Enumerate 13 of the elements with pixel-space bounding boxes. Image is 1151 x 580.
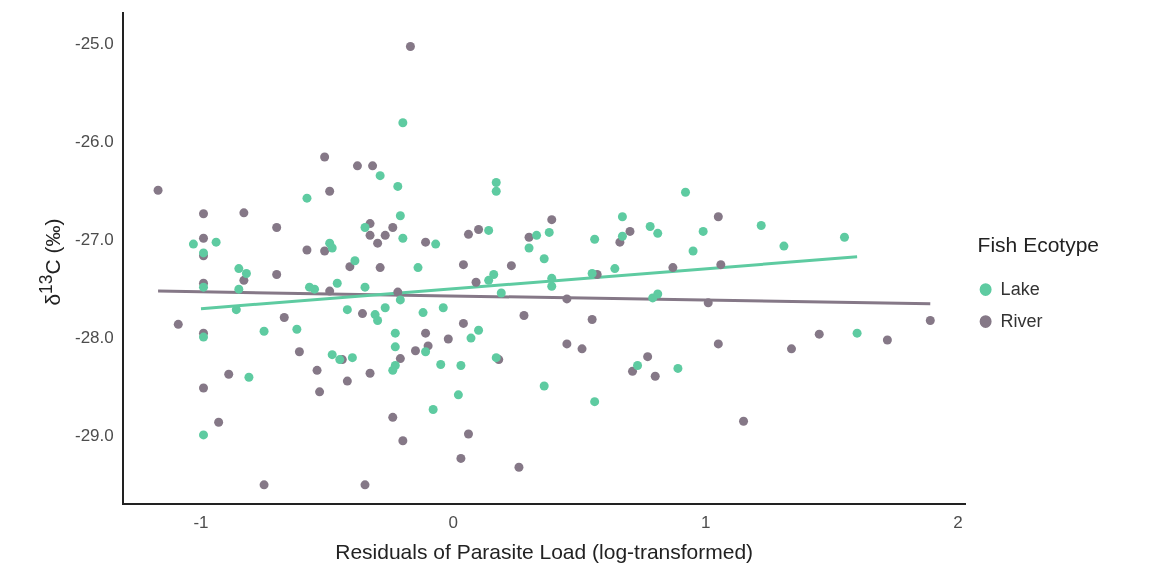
- y-tick-label: -28.0: [75, 327, 114, 347]
- x-tick-label: 1: [700, 513, 711, 533]
- legend-label: Lake: [1000, 278, 1040, 299]
- x-tick-label: -1: [193, 513, 209, 533]
- legend-label: River: [1000, 310, 1043, 331]
- y-tick-label: -25.0: [75, 34, 114, 54]
- y-tick-label: -27.0: [75, 229, 114, 249]
- x-tick-label: 2: [953, 513, 963, 533]
- x-axis-title: Residuals of Parasite Load (log-transformed): [335, 540, 754, 564]
- x-tick-label: 0: [448, 513, 459, 533]
- y-tick-label: -29.0: [75, 425, 114, 445]
- y-tick-label: -26.0: [75, 132, 114, 152]
- legend-title: Fish Ecotype: [977, 232, 1099, 256]
